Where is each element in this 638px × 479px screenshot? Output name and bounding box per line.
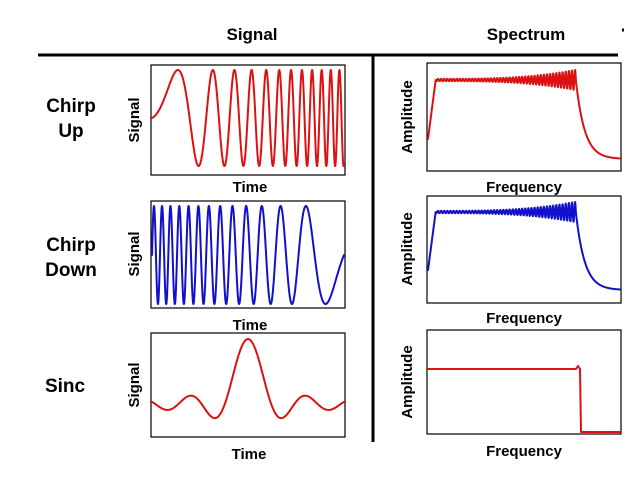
chirp-up-signal-plot-frame (150, 64, 346, 176)
chirp-down-spectrum-ylabel: Amplitude (399, 212, 416, 285)
sinc-signal-ylabel: Signal (126, 362, 143, 407)
chirp-up-signal-curve (151, 69, 345, 167)
sinc-signal-plot-frame (150, 332, 346, 438)
spectrum-column-header: Spectrum (487, 25, 565, 44)
row-label-chirp-down-line1: Chirp (46, 235, 96, 256)
row-label-chirp-up-line1: Chirp (46, 96, 96, 117)
chirp-up-signal-ylabel: Signal (126, 97, 143, 142)
row-label-chirp-up-line2: Up (58, 121, 83, 142)
chirp-down-signal-xlabel: Time (233, 317, 268, 334)
chirp-down-spectrum-xlabel: Frequency (486, 310, 563, 327)
sinc-spectrum-ylabel: Amplitude (399, 345, 416, 418)
sinc-spectrum-curve (427, 365, 621, 433)
chirp-down-signal-ylabel: Signal (126, 231, 143, 276)
chirp-up-spectrum-ylabel: Amplitude (399, 80, 416, 153)
row-label-chirp-down-line2: Down (45, 260, 97, 281)
chirp-up-spectrum-curve (427, 69, 621, 160)
chirp-up-signal-xlabel: Time (233, 179, 268, 196)
sinc-signal-curve (151, 338, 345, 420)
row-label-sinc: Sinc (45, 376, 86, 397)
sinc-spectrum-plot-frame (426, 329, 622, 435)
chirp-down-signal-plot-frame (150, 200, 346, 309)
sinc-signal-xlabel: Time (232, 446, 267, 463)
chirp-down-signal-curve (151, 205, 345, 305)
chirp-down-spectrum-plot-frame (426, 195, 622, 304)
chirp-up-spectrum-xlabel: Frequency (486, 179, 563, 196)
chirp-up-spectrum-plot-frame (426, 62, 622, 172)
sinc-spectrum-xlabel: Frequency (486, 443, 563, 460)
signal-column-header: Signal (226, 25, 277, 44)
chirp-down-spectrum-curve (427, 201, 621, 291)
